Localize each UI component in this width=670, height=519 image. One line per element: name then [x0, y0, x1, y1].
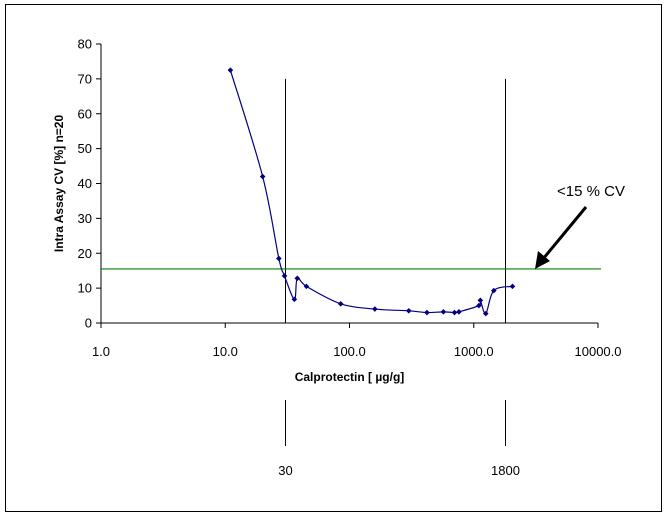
- data-point: [509, 283, 516, 290]
- y-tick-label: 60: [78, 106, 92, 121]
- data-point: [227, 67, 234, 73]
- x-tick-label: 1.0: [92, 344, 110, 359]
- annotation-arrow-shaft: [541, 206, 588, 260]
- data-point: [276, 255, 282, 262]
- x-tick-label: 10000.0: [575, 344, 622, 359]
- data-point: [476, 302, 482, 309]
- cv-curve: [229, 69, 513, 315]
- cutoff-label: 30: [278, 463, 292, 478]
- data-point: [456, 309, 462, 315]
- data-point: [440, 309, 447, 315]
- x-tick-label: 1000.0: [454, 344, 494, 359]
- data-point: [490, 287, 497, 294]
- cutoff-label: 1800: [491, 463, 520, 478]
- y-tick-label: 20: [78, 246, 92, 261]
- x-tick-label: 10.0: [213, 344, 238, 359]
- data-point: [451, 309, 458, 316]
- data-point: [482, 310, 489, 317]
- data-point: [291, 296, 298, 303]
- y-tick-label: 0: [85, 316, 92, 331]
- data-point: [424, 309, 430, 316]
- data-point: [281, 273, 288, 279]
- y-tick-label: 70: [78, 71, 92, 86]
- data-point: [259, 173, 266, 180]
- x-axis-title: Calprotectin [ µg/g]: [295, 370, 405, 384]
- y-tick-label: 10: [78, 281, 92, 296]
- chart-frame: [5, 4, 662, 512]
- plot-area: 0 10 20 30 40 50 60 70 80 1.0 10.0 100.0 1000.0 10000…: [52, 37, 625, 479]
- y-tick-label: 80: [78, 37, 92, 52]
- data-point: [405, 307, 412, 314]
- data-point: [372, 306, 378, 312]
- data-point: [337, 301, 344, 307]
- data-point: [477, 297, 484, 304]
- x-tick-label: 100.0: [333, 344, 366, 359]
- y-tick-label: 50: [78, 141, 92, 156]
- data-point: [294, 275, 301, 282]
- data-point: [303, 283, 310, 290]
- y-tick-label: 40: [78, 176, 92, 191]
- annotation-arrow-head: [535, 251, 550, 269]
- y-tick-label: 30: [78, 211, 92, 226]
- y-axis-title: Intra Assay CV [%] n=20: [52, 115, 66, 253]
- annotation-text: <15 % CV: [557, 183, 625, 200]
